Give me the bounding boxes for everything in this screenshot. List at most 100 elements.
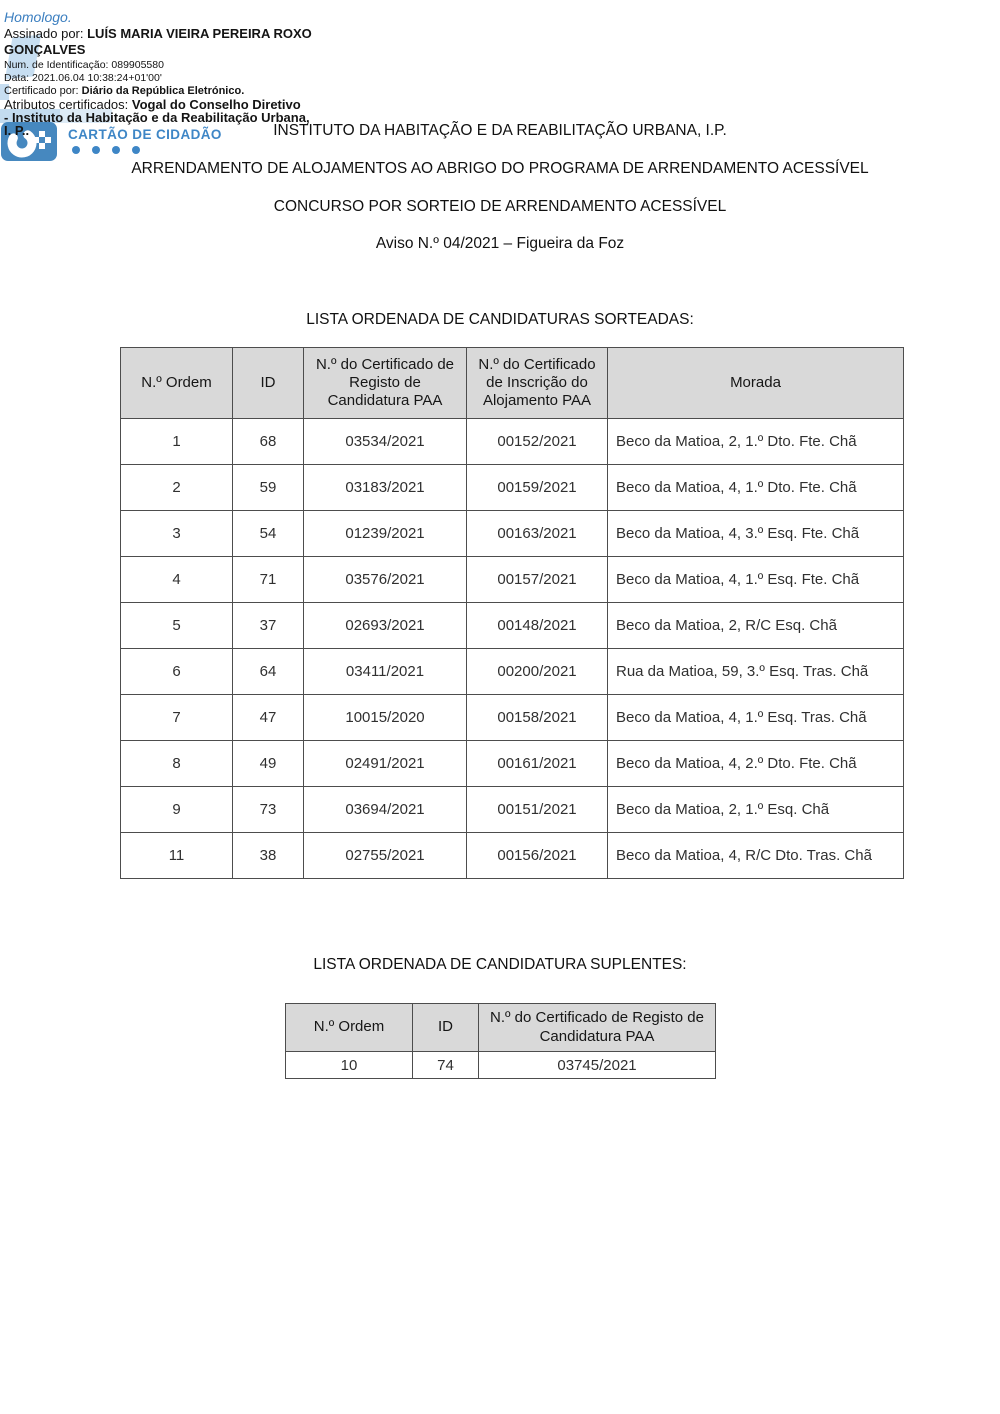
table-header-cell: N.º do Certificado de Inscrição do Aloja… xyxy=(466,347,608,419)
table-cell: 03183/2021 xyxy=(303,464,467,511)
table-cell: 59 xyxy=(232,464,304,511)
table-cell: Beco da Matioa, 4, 3.º Esq. Fte. Chã xyxy=(607,510,904,557)
table-cell: 68 xyxy=(232,418,304,465)
cartao-cidadao-icon xyxy=(1,122,57,161)
suplentes-table: N.º Ordem ID N.º do Certificado de Regis… xyxy=(285,1003,716,1079)
table-cell: Beco da Matioa, 2, 1.º Esq. Chã xyxy=(607,786,904,833)
table-cell: 00148/2021 xyxy=(466,602,608,649)
table-cell: 71 xyxy=(232,556,304,603)
certified-attributes-label: Atributos certificados: xyxy=(4,97,132,112)
sorteadas-table: N.º Ordem ID N.º do Certificado de Regis… xyxy=(120,347,904,879)
table-cell: 02491/2021 xyxy=(303,740,467,787)
table-cell: 7 xyxy=(120,694,233,741)
table-cell: 10015/2020 xyxy=(303,694,467,741)
table-cell: 00157/2021 xyxy=(466,556,608,603)
table-cell: 9 xyxy=(120,786,233,833)
table-cell: 3 xyxy=(120,510,233,557)
table-row: 5 37 02693/2021 00148/2021 Beco da Matio… xyxy=(120,602,904,649)
table-header-cell: N.º do Certificado de Registo de Candida… xyxy=(478,1003,716,1052)
table-row: 11 38 02755/2021 00156/2021 Beco da Mati… xyxy=(120,832,904,879)
certified-by-value: Diário da República Eletrónico. xyxy=(81,85,245,97)
table-cell: 1 xyxy=(120,418,233,465)
table-cell: 00151/2021 xyxy=(466,786,608,833)
table-header-cell: ID xyxy=(232,347,304,419)
table-header-cell: ID xyxy=(412,1003,479,1052)
table-row: 10 74 03745/2021 xyxy=(285,1051,716,1079)
table-cell: Beco da Matioa, 2, R/C Esq. Chã xyxy=(607,602,904,649)
table-cell: Beco da Matioa, 2, 1.º Dto. Fte. Chã xyxy=(607,418,904,465)
table-cell: 74 xyxy=(412,1051,479,1079)
table-cell: 03694/2021 xyxy=(303,786,467,833)
table-header-cell: N.º do Certificado de Registo de Candida… xyxy=(303,347,467,419)
program-title: ARRENDAMENTO DE ALOJAMENTOS AO ABRIGO DO… xyxy=(131,160,869,177)
certified-attributes-value: Vogal do Conselho Diretivo xyxy=(131,97,301,112)
table-cell: Beco da Matioa, 4, 1.º Esq. Tras. Chã xyxy=(607,694,904,741)
table-cell: 03576/2021 xyxy=(303,556,467,603)
signed-by-label: Assinado por: xyxy=(4,26,88,41)
table-cell: 00163/2021 xyxy=(466,510,608,557)
table-cell: 8 xyxy=(120,740,233,787)
table-cell: 37 xyxy=(232,602,304,649)
table-cell: Beco da Matioa, 4, 1.º Dto. Fte. Chã xyxy=(607,464,904,511)
id-number-line: Num. de Identificação: 089905580 xyxy=(4,59,164,71)
digital-signature-block: Homologo. Assinado por: LUÍS MARIA VIEIR… xyxy=(0,0,360,170)
suplentes-section-title: LISTA ORDENADA DE CANDIDATURA SUPLENTES: xyxy=(313,956,687,973)
table-cell: 11 xyxy=(120,832,233,879)
cc-dot-icon xyxy=(132,146,140,154)
table-cell: 00159/2021 xyxy=(466,464,608,511)
table-cell: 02755/2021 xyxy=(303,832,467,879)
table-cell: 01239/2021 xyxy=(303,510,467,557)
table-header-cell: N.º Ordem xyxy=(120,347,233,419)
certified-attributes-line-2: - Instituto da Habitação e da Reabilitaç… xyxy=(4,110,310,125)
table-header-cell: Morada xyxy=(607,347,904,419)
table-cell: 00152/2021 xyxy=(466,418,608,465)
org-title: INSTITUTO DA HABITAÇÃO E DA REABILITAÇÃO… xyxy=(273,122,727,139)
table-row: 1 68 03534/2021 00152/2021 Beco da Matio… xyxy=(120,418,904,465)
table-cell: 73 xyxy=(232,786,304,833)
notice-title: Aviso N.º 04/2021 – Figueira da Foz xyxy=(375,235,625,252)
certified-by-line: Certificado por: Diário da República Ele… xyxy=(4,85,244,97)
contest-title: CONCURSO POR SORTEIO DE ARRENDAMENTO ACE… xyxy=(273,198,727,215)
signature-status: Homologo. xyxy=(4,9,72,25)
watermark-shape xyxy=(0,109,60,123)
table-cell: Beco da Matioa, 4, 2.º Dto. Fte. Chã xyxy=(607,740,904,787)
table-header-cell: N.º Ordem xyxy=(285,1003,413,1052)
table-cell: 03745/2021 xyxy=(478,1051,716,1079)
table-cell: 6 xyxy=(120,648,233,695)
signed-by-name: LUÍS MARIA VIEIRA PEREIRA ROXO xyxy=(87,26,312,41)
table-cell: 5 xyxy=(120,602,233,649)
certified-by-label: Certificado por: xyxy=(4,85,82,97)
table-row: 3 54 01239/2021 00163/2021 Beco da Matio… xyxy=(120,510,904,557)
cc-dot-icon xyxy=(92,146,100,154)
table-cell: 49 xyxy=(232,740,304,787)
table-cell: 2 xyxy=(120,464,233,511)
table-cell: 00156/2021 xyxy=(466,832,608,879)
signed-by-line: Assinado por: LUÍS MARIA VIEIRA PEREIRA … xyxy=(4,26,312,41)
table-cell: 03411/2021 xyxy=(303,648,467,695)
table-cell: 47 xyxy=(232,694,304,741)
table-row: 4 71 03576/2021 00157/2021 Beco da Matio… xyxy=(120,556,904,603)
table-cell: Beco da Matioa, 4, R/C Dto. Tras. Chã xyxy=(607,832,904,879)
table-cell: 10 xyxy=(285,1051,413,1079)
watermark-shape xyxy=(60,109,112,123)
table-row: 9 73 03694/2021 00151/2021 Beco da Matio… xyxy=(120,786,904,833)
table-row: 7 47 10015/2020 00158/2021 Beco da Matio… xyxy=(120,694,904,741)
table-cell: Beco da Matioa, 4, 1.º Esq. Fte. Chã xyxy=(607,556,904,603)
signed-by-name-continued: GONÇALVES xyxy=(4,42,86,57)
sorteadas-section-title: LISTA ORDENADA DE CANDIDATURAS SORTEADAS… xyxy=(306,311,694,328)
table-row: 8 49 02491/2021 00161/2021 Beco da Matio… xyxy=(120,740,904,787)
cc-logo-dots xyxy=(72,146,140,154)
table-cell: 00161/2021 xyxy=(466,740,608,787)
table-cell: 54 xyxy=(232,510,304,557)
table-row: 2 59 03183/2021 00159/2021 Beco da Matio… xyxy=(120,464,904,511)
table-cell: 02693/2021 xyxy=(303,602,467,649)
table-cell: 00158/2021 xyxy=(466,694,608,741)
table-cell: 64 xyxy=(232,648,304,695)
table-cell: 38 xyxy=(232,832,304,879)
table-header-row: N.º Ordem ID N.º do Certificado de Regis… xyxy=(120,347,904,419)
table-cell: 03534/2021 xyxy=(303,418,467,465)
cc-dot-icon xyxy=(72,146,80,154)
table-cell: 00200/2021 xyxy=(466,648,608,695)
cc-dot-icon xyxy=(112,146,120,154)
